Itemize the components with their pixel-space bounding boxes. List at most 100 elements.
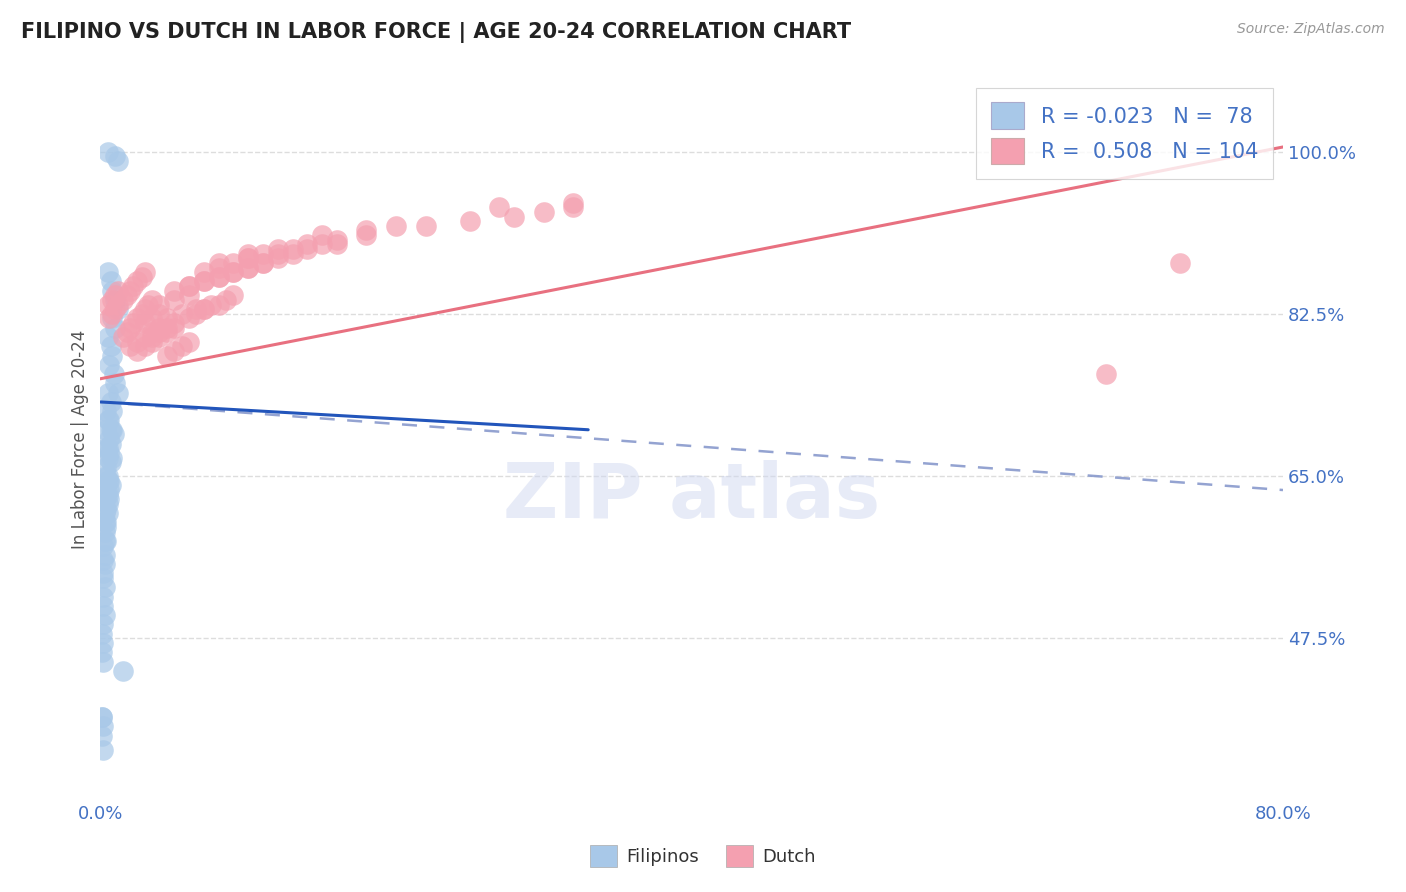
Point (141, 334, 163, 349)
Point (238, 260, 260, 275)
Point (136, 297, 159, 311)
Point (97, 385, 120, 400)
Point (98, 311, 121, 326)
Point (90, 710, 112, 724)
Point (170, 307, 193, 321)
Point (186, 302, 208, 317)
Point (91, 617, 114, 632)
Point (238, 252, 260, 266)
Point (222, 265, 245, 279)
Point (101, 311, 124, 326)
Point (134, 339, 156, 353)
Point (193, 265, 215, 279)
Point (98, 413, 121, 427)
Point (97, 506, 120, 520)
Point (94, 548, 117, 562)
Point (177, 334, 200, 349)
Point (96, 459, 118, 474)
Point (148, 330, 170, 344)
Point (96, 442, 118, 456)
Point (101, 423, 124, 437)
Point (91, 636, 114, 650)
Point (127, 334, 149, 349)
Point (252, 246, 274, 260)
Point (127, 274, 149, 288)
Point (100, 478, 122, 492)
Point (91, 742, 114, 756)
Point (104, 293, 127, 307)
Point (1168, 256, 1191, 270)
Point (156, 311, 179, 326)
Point (163, 293, 186, 307)
Point (186, 307, 208, 321)
Point (91, 566, 114, 581)
Point (96, 404, 118, 418)
Point (91, 599, 114, 613)
Point (104, 149, 127, 163)
Point (103, 367, 125, 381)
Point (94, 516, 117, 530)
Point (252, 256, 274, 270)
Point (134, 302, 156, 317)
Legend: R = -0.023   N =  78, R =  0.508   N = 104: R = -0.023 N = 78, R = 0.508 N = 104 (976, 87, 1272, 179)
Point (385, 219, 408, 233)
Point (100, 436, 122, 450)
Point (107, 297, 129, 311)
Point (163, 343, 186, 358)
Point (101, 404, 124, 418)
Point (96, 423, 118, 437)
Point (193, 302, 215, 317)
Point (118, 284, 141, 298)
Point (127, 311, 149, 326)
Point (91, 590, 114, 604)
Point (104, 320, 127, 334)
Point (141, 311, 163, 326)
Point (97, 145, 120, 159)
Point (90, 645, 112, 659)
Point (267, 246, 290, 260)
Point (100, 395, 122, 409)
Point (115, 288, 138, 302)
Point (97, 497, 120, 511)
Point (177, 279, 200, 293)
Point (177, 311, 200, 326)
Point (267, 252, 290, 266)
Point (193, 274, 215, 288)
Point (122, 316, 145, 330)
Point (148, 326, 170, 340)
Point (100, 455, 122, 469)
Point (96, 469, 118, 483)
Point (118, 339, 141, 353)
Point (107, 302, 129, 317)
Point (222, 256, 245, 270)
Point (207, 269, 229, 284)
Point (94, 558, 117, 572)
Point (104, 376, 127, 391)
Text: ZIP atlas: ZIP atlas (503, 460, 880, 534)
Point (148, 320, 170, 334)
Point (97, 469, 120, 483)
Point (98, 446, 121, 460)
Point (503, 210, 526, 224)
Point (94, 524, 117, 539)
Point (96, 488, 118, 502)
Point (252, 256, 274, 270)
Point (91, 539, 114, 553)
Point (107, 385, 129, 400)
Text: FILIPINO VS DUTCH IN LABOR FORCE | AGE 20-24 CORRELATION CHART: FILIPINO VS DUTCH IN LABOR FORCE | AGE 2… (21, 22, 851, 44)
Point (134, 316, 156, 330)
Point (356, 228, 378, 243)
Point (111, 664, 134, 678)
Point (238, 260, 260, 275)
Point (96, 516, 118, 530)
Legend: Filipinos, Dutch: Filipinos, Dutch (583, 838, 823, 874)
Point (104, 288, 127, 302)
Point (101, 307, 124, 321)
Point (122, 279, 145, 293)
Point (94, 492, 117, 507)
Point (222, 265, 245, 279)
Point (326, 237, 349, 252)
Point (326, 233, 349, 247)
Point (94, 608, 117, 623)
Point (207, 297, 229, 311)
